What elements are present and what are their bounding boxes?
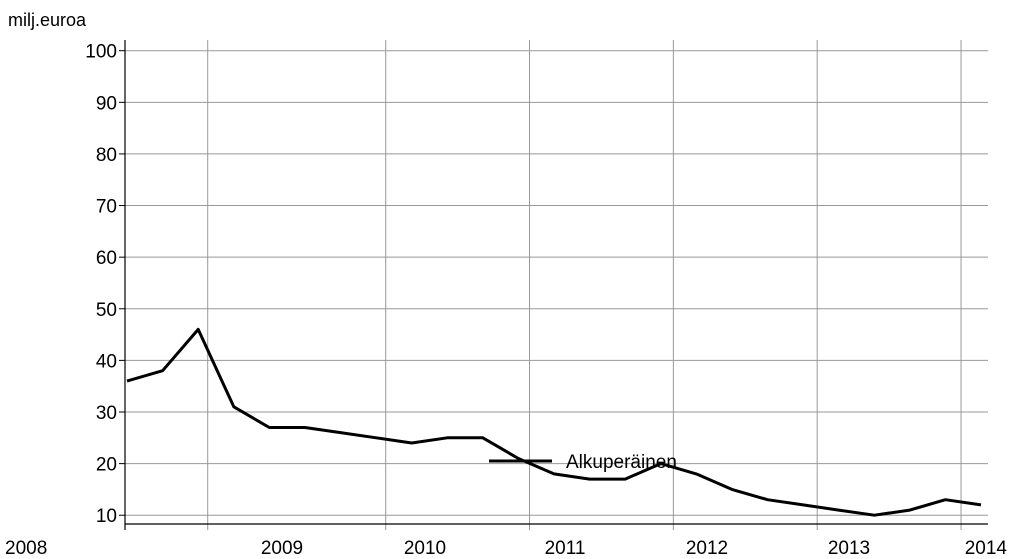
x-tick-label: 2013 [828,538,870,559]
y-tick-label: 10 [96,506,117,527]
legend: Alkuperäinen [489,452,677,473]
series-layer [126,327,982,517]
x-tick-label: 2010 [404,538,446,559]
x-tick-label: 2014 [965,538,1008,559]
y-tick-label: 30 [96,403,117,424]
y-axis-unit-label: milj.euroa [8,10,87,30]
y-tick-label: 100 [85,42,117,63]
y-tick-label: 60 [96,248,117,269]
legend-label: Alkuperäinen [566,452,677,473]
y-tick-label: 50 [96,300,117,321]
y-tick-label: 20 [96,455,117,476]
series-line [126,327,982,517]
x-tick-label: 2009 [261,538,303,559]
x-tick-label: 2011 [545,538,586,559]
y-tick-label: 80 [96,145,117,166]
x-tick-label: 2012 [686,538,728,559]
y-tick-label: 40 [96,351,117,372]
y-tick-label: 90 [96,93,117,114]
x-tick-label: 2008 [5,538,47,559]
y-tick-label: 70 [96,197,117,218]
axes: 10 20 30 40 50 60 70 80 90 100 2008 2009 2010 2011 201… [5,40,1007,559]
grid [125,40,988,530]
